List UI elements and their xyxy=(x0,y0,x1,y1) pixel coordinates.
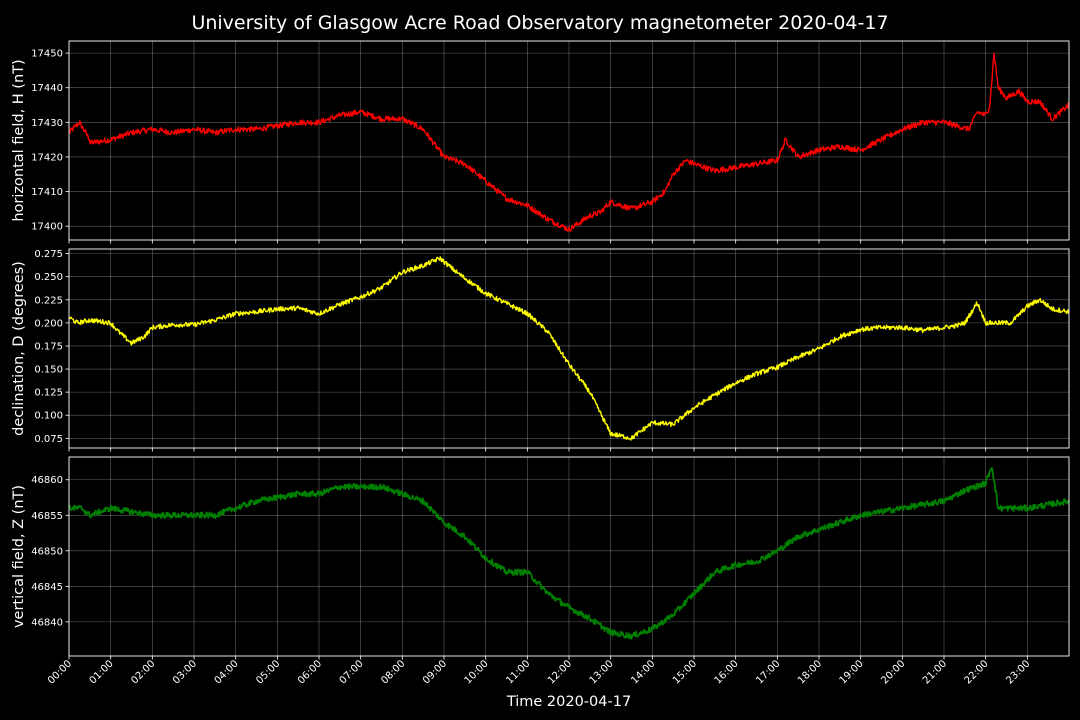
y-tick-label: 46860 xyxy=(31,475,63,486)
x-tick-label: 02:00 xyxy=(129,658,157,686)
y-tick-label: 0.150 xyxy=(34,365,63,376)
y-tick-label: 46850 xyxy=(31,546,63,557)
y-tick-label: 0.100 xyxy=(34,411,63,422)
x-tick-label: 14:00 xyxy=(629,658,657,686)
x-tick-label: 13:00 xyxy=(588,658,616,686)
y-tick-label: 17410 xyxy=(31,187,63,198)
y-tick-label: 0.175 xyxy=(34,341,63,352)
x-tick-label: 17:00 xyxy=(754,658,782,686)
y-tick-label: 0.200 xyxy=(34,318,63,329)
panel-1: 17400 17410 17420 17430 17440 17450 horizontal… xyxy=(11,40,1070,244)
y-tick-label: 17430 xyxy=(31,118,63,129)
x-tick-label: 22:00 xyxy=(963,658,991,686)
x-tick-label: 06:00 xyxy=(296,658,324,686)
x-axis-label: Time 2020-04-17 xyxy=(506,694,631,710)
panel-2: 0.075 0.100 0.125 0.150 0.175 0.200 0.225 0.250… xyxy=(11,248,1070,452)
panel-frame xyxy=(68,248,1070,449)
y-tick-label: 0.125 xyxy=(34,388,63,399)
x-tick-label: 03:00 xyxy=(171,658,199,686)
y-tick-label: 17400 xyxy=(31,222,63,233)
y-tick-label: 17420 xyxy=(31,152,63,163)
x-tick-label: 09:00 xyxy=(421,658,449,686)
chart-title: University of Glasgow Acre Road Observat… xyxy=(191,12,888,34)
x-tick-label: 04:00 xyxy=(213,658,241,686)
y-axis-label: horizontal field, H (nT) xyxy=(11,59,27,221)
x-tick-label: 12:00 xyxy=(546,658,574,686)
y-axis-label: declination, D (degrees) xyxy=(11,261,27,436)
x-tick-label: 05:00 xyxy=(254,658,282,686)
y-tick-label: 17440 xyxy=(31,83,63,94)
y-tick-label: 0.250 xyxy=(34,272,63,283)
x-tick-label: 16:00 xyxy=(713,658,741,686)
y-axis-label: vertical field, Z (nT) xyxy=(11,485,27,628)
panel-frame xyxy=(68,40,1070,241)
x-tick-label: 08:00 xyxy=(379,658,407,686)
y-tick-label: 0.075 xyxy=(34,434,63,445)
x-tick-label: 21:00 xyxy=(921,658,949,686)
series-line-2 xyxy=(68,256,1070,441)
y-tick-label: 46840 xyxy=(31,617,63,628)
panels: 17400 17410 17420 17430 17440 17450 horizontal… xyxy=(11,40,1070,660)
x-tick-label: 01:00 xyxy=(88,658,116,686)
panel-frame xyxy=(68,456,1070,657)
x-tick-label: 07:00 xyxy=(338,658,366,686)
y-tick-label: 0.275 xyxy=(34,249,63,260)
x-tick-label: 20:00 xyxy=(879,658,907,686)
y-tick-label: 17450 xyxy=(31,49,63,60)
panel-3: 46840 46845 46850 46855 46860 vertical field,… xyxy=(11,456,1070,660)
x-tick-label: 00:00 xyxy=(46,658,74,686)
y-tick-label: 46845 xyxy=(31,582,63,593)
series-line-1 xyxy=(68,52,1070,232)
x-tick-labels: 00:00 01:00 02:00 03:00 04:00 05:00 06:00 07:00… xyxy=(46,658,1032,686)
x-tick-label: 19:00 xyxy=(838,658,866,686)
series-line-3 xyxy=(68,467,1070,640)
x-tick-label: 15:00 xyxy=(671,658,699,686)
y-tick-label: 46855 xyxy=(31,511,63,522)
x-tick-label: 11:00 xyxy=(504,658,532,686)
x-tick-label: 23:00 xyxy=(1004,658,1032,686)
x-tick-label: 10:00 xyxy=(463,658,491,686)
x-tick-label: 18:00 xyxy=(796,658,824,686)
y-tick-label: 0.225 xyxy=(34,295,63,306)
